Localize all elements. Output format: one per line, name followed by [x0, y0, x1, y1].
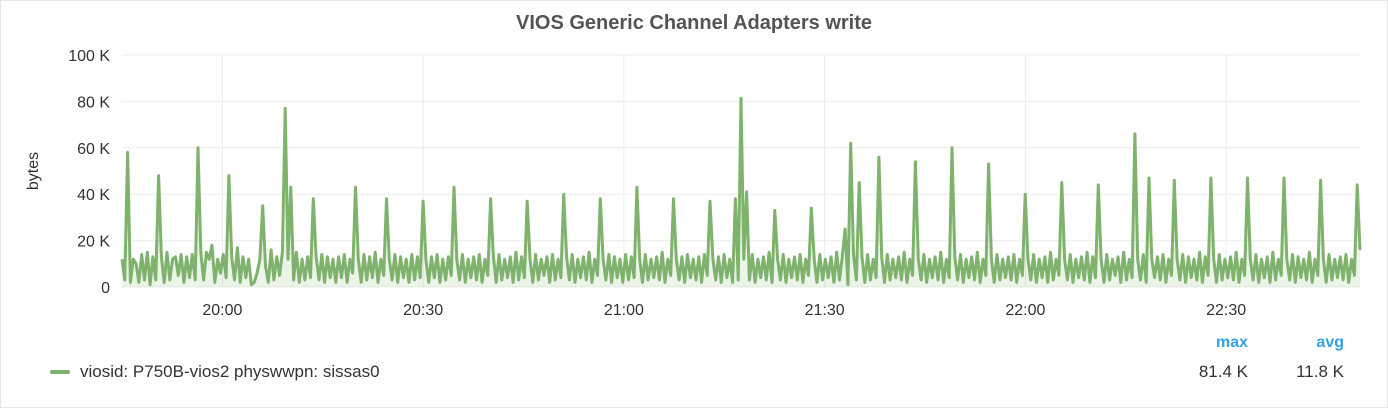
y-tick-label: 40 K [77, 187, 110, 204]
legend-avg-header[interactable]: avg [1316, 334, 1344, 351]
x-tick-label: 21:30 [805, 302, 845, 319]
legend-swatch [50, 370, 70, 374]
x-tick-label: 20:30 [403, 302, 443, 319]
x-tick-label: 22:00 [1005, 302, 1045, 319]
x-tick-label: 21:00 [604, 302, 644, 319]
y-tick-label: 100 K [68, 48, 110, 65]
y-axis: 0 20 K 40 K 60 K 80 K 100 K [68, 48, 110, 297]
y-axis-label: bytes [25, 152, 42, 190]
x-axis: 20:00 20:30 21:00 21:30 22:00 22:30 [202, 302, 1246, 319]
x-tick-label: 22:30 [1206, 302, 1246, 319]
y-tick-label: 20 K [77, 234, 110, 251]
legend-max-header[interactable]: max [1215, 334, 1248, 351]
legend-series-label: viosid: P750B-vios2 physwwpn: sissas0 [80, 362, 380, 381]
y-tick-label: 80 K [77, 94, 110, 111]
legend-max-value: 81.4 K [1198, 362, 1248, 381]
chart-title: VIOS Generic Channel Adapters write [515, 12, 873, 34]
x-tick-label: 20:00 [202, 302, 242, 319]
legend-item[interactable]: viosid: P750B-vios2 physwwpn: sissas0 [50, 362, 380, 382]
y-tick-label: 0 [101, 280, 110, 297]
legend-avg-value: 11.8 K [1296, 362, 1344, 381]
y-tick-label: 60 K [77, 141, 110, 158]
series-line[interactable] [120, 96, 1362, 287]
